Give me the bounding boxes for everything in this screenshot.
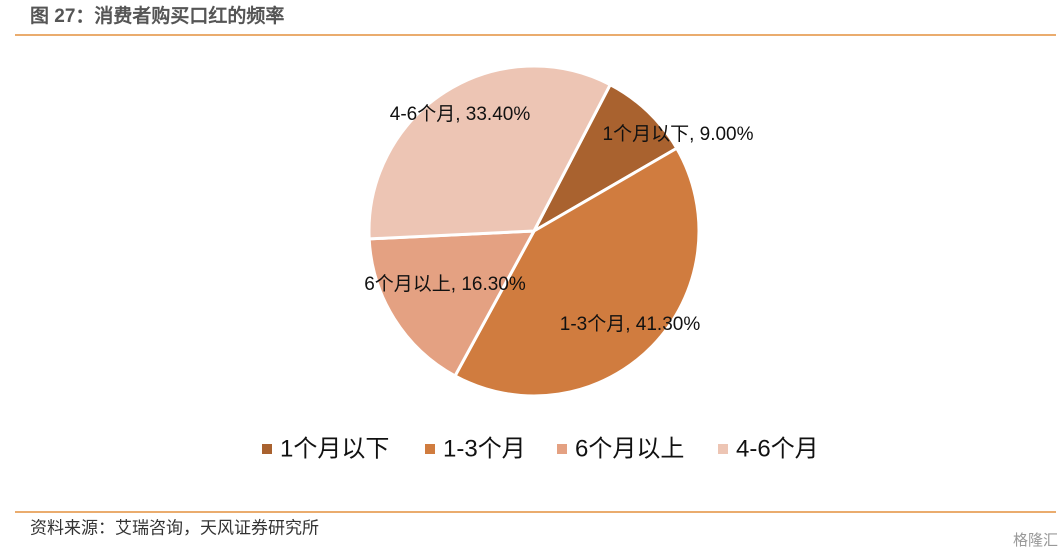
pie-slice <box>453 146 701 398</box>
data-label: 1-3个月, 41.30% <box>560 313 701 335</box>
legend-swatch <box>718 444 728 454</box>
legend-label: 1个月以下 <box>280 435 389 462</box>
legend-label: 6个月以上 <box>575 435 684 462</box>
data-label: 6个月以上, 16.30% <box>364 273 526 295</box>
watermark: 格隆汇 <box>1013 532 1058 549</box>
chart-title: 图 27：消费者购买口红的频率 <box>30 4 284 27</box>
data-label: 4-6个月, 33.40% <box>390 103 531 125</box>
legend-label: 4-6个月 <box>736 435 819 462</box>
legend-swatch <box>425 444 435 454</box>
pie-slice <box>530 82 679 235</box>
source: 资料来源：艾瑞咨询，天风证券研究所 <box>30 518 319 537</box>
data-label: 1个月以下, 9.00% <box>603 123 754 145</box>
legend-swatch <box>262 444 272 454</box>
legend-label: 1-3个月 <box>443 435 526 462</box>
legend-swatch <box>557 444 567 454</box>
pie-slice <box>367 229 537 378</box>
pie-slice <box>367 64 613 241</box>
